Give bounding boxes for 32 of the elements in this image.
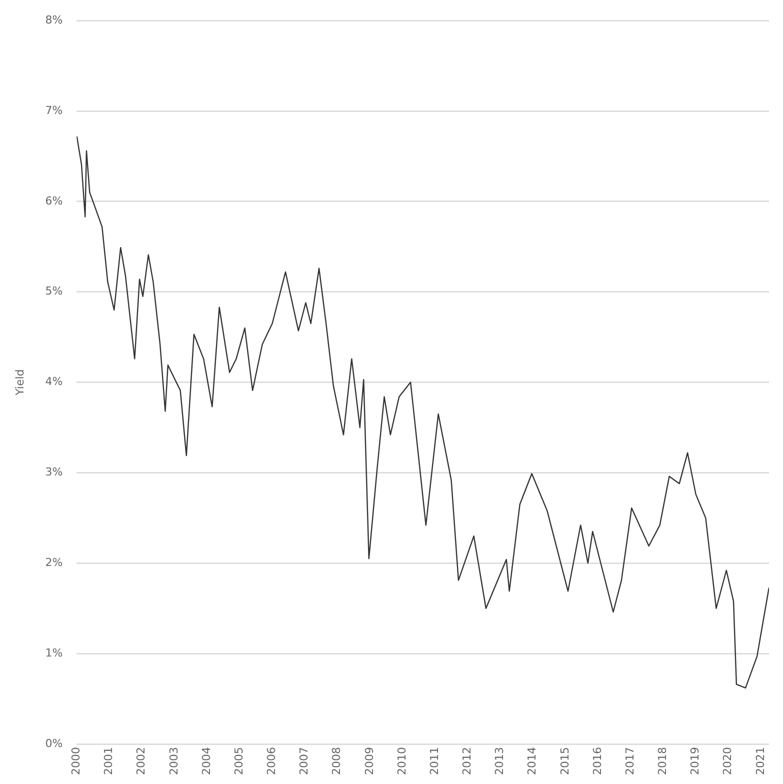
x-tick-label: 2018 — [656, 747, 670, 776]
y-tick-label: 4% — [45, 375, 63, 388]
y-tick-label: 6% — [45, 194, 63, 208]
y-tick-label: 5% — [45, 284, 63, 298]
x-tick-label: 2011 — [428, 747, 441, 776]
x-tick-label: 2017 — [623, 747, 636, 776]
y-tick-label: 7% — [45, 104, 63, 117]
x-tick-label: 2000 — [70, 747, 83, 776]
x-tick-label: 2004 — [200, 747, 213, 776]
y-tick-label: 0% — [45, 736, 63, 750]
x-tick-label: 2021 — [754, 747, 767, 776]
x-tick-label: 2001 — [102, 747, 116, 776]
y-tick-label: 1% — [45, 646, 63, 660]
x-tick-label: 2014 — [526, 747, 539, 776]
x-tick-label: 2007 — [298, 747, 311, 776]
x-tick-label: 2008 — [330, 747, 344, 776]
y-tick-label: 3% — [45, 466, 63, 479]
x-tick-label: 2003 — [167, 747, 180, 776]
x-tick-label: 2005 — [232, 747, 246, 776]
x-tick-label: 2013 — [493, 747, 506, 776]
x-tick-label: 2020 — [721, 747, 734, 776]
x-tick-label: 2019 — [688, 747, 702, 776]
x-tick-label: 2006 — [265, 747, 278, 776]
x-tick-label: 2015 — [558, 747, 572, 776]
y-tick-label: 8% — [45, 13, 63, 26]
x-tick-label: 2010 — [395, 747, 408, 776]
x-tick-label: 2012 — [460, 747, 474, 776]
x-tick-label: 2016 — [590, 747, 604, 776]
x-tick-label: 2009 — [362, 747, 376, 776]
x-tick-label: 2002 — [134, 747, 148, 776]
y-tick-label: 2% — [45, 556, 63, 570]
y-axis-title: Yield — [13, 369, 26, 396]
